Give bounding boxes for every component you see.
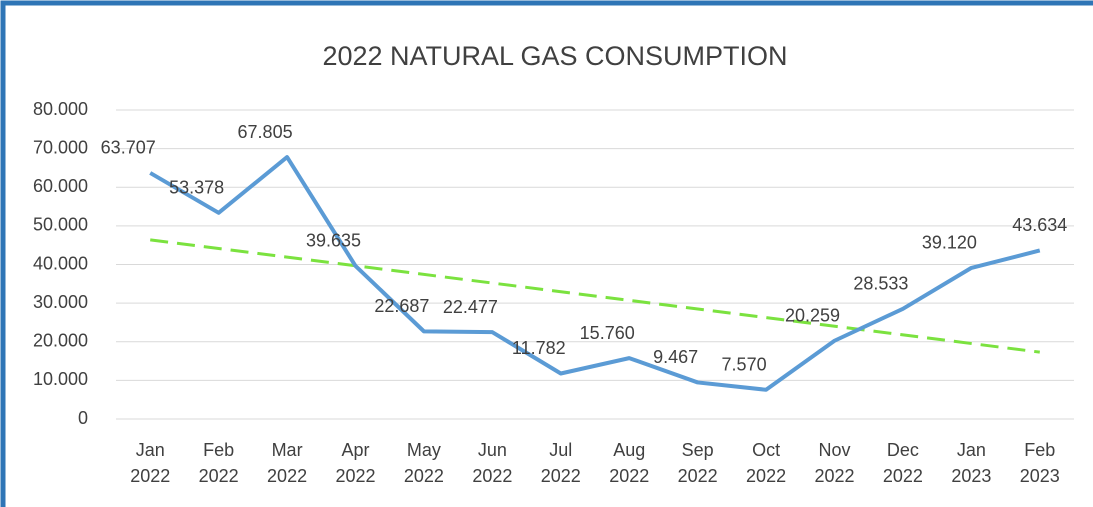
x-tick-label: Mar 2022 xyxy=(267,440,307,486)
data-label: 9.467 xyxy=(653,347,698,367)
data-label: 43.634 xyxy=(1012,215,1067,235)
y-tick-label: 10.000 xyxy=(33,369,88,389)
x-tick-label: Jan 2022 xyxy=(130,440,170,486)
y-tick-label: 70.000 xyxy=(33,137,88,157)
data-label: 39.635 xyxy=(306,231,361,251)
y-tick-label: 50.000 xyxy=(33,215,88,235)
x-tick-label: Nov 2022 xyxy=(814,440,854,486)
data-label: 15.760 xyxy=(580,323,635,343)
data-label: 67.805 xyxy=(238,122,293,142)
data-label: 7.570 xyxy=(722,355,767,375)
chart-title: 2022 NATURAL GAS CONSUMPTION xyxy=(322,41,787,71)
data-label: 28.533 xyxy=(853,274,908,294)
y-tick-label: 80.000 xyxy=(33,99,88,119)
x-tick-label: Feb 2023 xyxy=(1020,440,1060,486)
x-tick-label: Jun 2022 xyxy=(472,440,512,486)
y-tick-label: 60.000 xyxy=(33,176,88,196)
data-label: 20.259 xyxy=(785,305,840,325)
x-tick-label: Jul 2022 xyxy=(541,440,581,486)
y-tick-label: 0 xyxy=(78,408,88,428)
data-label: 63.707 xyxy=(101,138,156,158)
y-tick-label: 20.000 xyxy=(33,331,88,351)
data-label: 39.120 xyxy=(922,233,977,253)
data-label: 53.378 xyxy=(169,178,224,198)
data-label: 22.687 xyxy=(374,296,429,316)
x-tick-label: Sep 2022 xyxy=(678,440,718,486)
data-label: 22.477 xyxy=(443,297,498,317)
x-tick-label: Oct 2022 xyxy=(746,440,786,486)
x-tick-label: Aug 2022 xyxy=(609,440,649,486)
y-tick-label: 40.000 xyxy=(33,253,88,273)
y-tick-label: 30.000 xyxy=(33,292,88,312)
x-tick-label: Dec 2022 xyxy=(883,440,923,486)
x-tick-label: May 2022 xyxy=(404,440,444,486)
x-tick-label: Jan 2023 xyxy=(951,440,991,486)
trendline xyxy=(150,238,1040,354)
data-line xyxy=(149,155,1041,392)
x-tick-label: Apr 2022 xyxy=(335,440,375,486)
data-label: 11.782 xyxy=(512,338,566,358)
x-tick-label: Feb 2022 xyxy=(199,440,239,486)
